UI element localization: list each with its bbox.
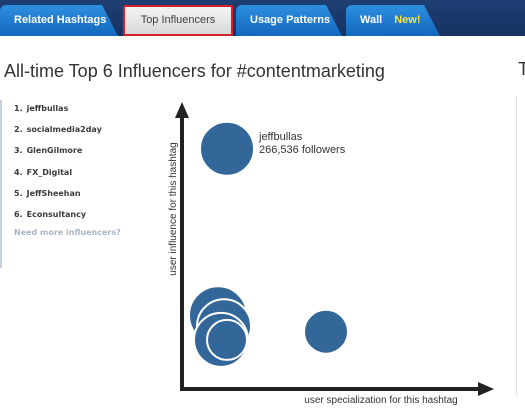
list-item-name: FX_Digital — [26, 167, 73, 177]
left-panel-border — [0, 100, 2, 268]
list-item[interactable]: 5. JeffSheehan — [14, 187, 102, 208]
y-axis-arrowhead — [175, 102, 189, 118]
tab-related-hashtags[interactable]: Related Hashtags — [0, 5, 118, 36]
list-item-name: JeffSheehan — [26, 188, 81, 198]
new-badge: New! — [394, 14, 421, 26]
tab-usage-patterns-label: Usage Patterns — [250, 14, 331, 26]
list-item-name: Econsultancy — [26, 209, 87, 219]
list-item-name: socialmedia2day — [26, 125, 102, 135]
tab-top-influencers[interactable]: Top Influencers — [123, 5, 233, 36]
list-item-rank: 6. — [14, 209, 23, 219]
influencer-list: 1. jeffbullas 2. socialmedia2day 3. GlenGil… — [14, 102, 102, 229]
tab-usage-patterns[interactable]: Usage Patterns — [236, 5, 342, 36]
list-item-rank: 1. — [14, 104, 23, 113]
list-item[interactable]: 3. GlenGilmore — [14, 144, 102, 165]
list-item-name: jeffbullas — [26, 104, 69, 113]
page-title: All-time Top 6 Influencers for #contentm… — [4, 61, 385, 81]
list-item-rank: 3. — [14, 146, 23, 156]
influencer-bubble[interactable] — [199, 120, 255, 177]
bubble-group — [188, 120, 349, 368]
tab-top-influencers-label: Top Influencers — [140, 14, 216, 26]
x-axis-label: user specialization for this hashtag — [304, 395, 457, 406]
right-panel-edge — [516, 96, 525, 396]
list-item[interactable]: 4. FX_Digital — [14, 166, 102, 187]
tab-bar: Related Hashtags Usage Patterns Wall New!… — [0, 0, 525, 36]
list-item[interactable]: 2. socialmedia2day — [14, 123, 102, 144]
influencer-bubble[interactable] — [303, 308, 349, 355]
tab-wall[interactable]: Wall New! — [346, 5, 440, 36]
list-item-rank: 4. — [14, 167, 23, 177]
list-item-rank: 5. — [14, 188, 23, 198]
x-axis-arrowhead — [478, 382, 494, 396]
point-label-followers: 266,536 followers — [259, 144, 346, 156]
y-axis-label: user influence for this hashtag — [168, 142, 179, 275]
list-item[interactable]: 6. Econsultancy — [14, 208, 102, 229]
list-item[interactable]: 1. jeffbullas — [14, 102, 102, 123]
influencer-bubble[interactable] — [206, 318, 248, 361]
list-item-name: GlenGilmore — [26, 146, 83, 156]
tab-related-hashtags-label: Related Hashtags — [14, 14, 107, 26]
more-influencers-link[interactable]: Need more influencers? — [14, 228, 121, 237]
next-section-title-fragment: T — [518, 59, 525, 79]
point-label-name: jeffbullas — [258, 131, 303, 143]
tab-wall-label: Wall — [360, 14, 383, 26]
list-item-rank: 2. — [14, 125, 23, 135]
